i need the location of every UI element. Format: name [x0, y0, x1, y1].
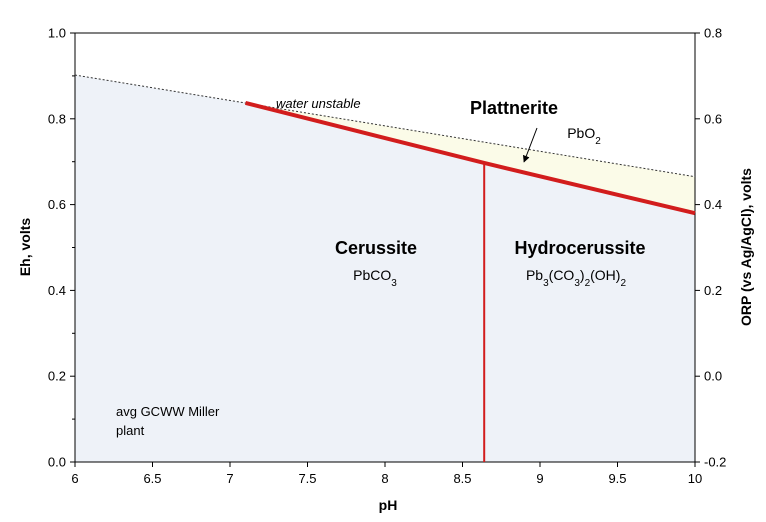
y-tick-label: 0.4 — [48, 283, 66, 298]
water-stability-line — [74, 74, 696, 178]
x-tick-label: 8 — [381, 471, 388, 486]
axis-ticks: 6 6.5 7 7.5 8 8.5 9 9.5 10 0.0 0.2 0.4 0.6 0.8 1.0 -0.2… — [48, 26, 726, 487]
y2-tick-label: 0.2 — [704, 283, 722, 298]
y-tick-label: 0.0 — [48, 455, 66, 470]
y2-tick-label: 0.8 — [704, 26, 722, 41]
hydrocerussite-label: Hydrocerussite — [514, 238, 645, 258]
y2-axis-title: ORP (vs Ag/AgCl), volts — [738, 168, 754, 326]
y-tick-label: 1.0 — [48, 26, 66, 41]
x-tick-label: 6.5 — [143, 471, 161, 486]
x-tick-label: 9 — [536, 471, 543, 486]
y2-tick-label: 0.0 — [704, 369, 722, 384]
x-tick-label: 10 — [688, 471, 702, 486]
hydrocerussite-formula: Pb3(CO3)2(OH)2 — [526, 267, 626, 289]
plattnerite-formula: PbO2 — [567, 125, 601, 147]
plant-label-line2: plant — [116, 423, 145, 438]
x-tick-label: 7 — [226, 471, 233, 486]
cerussite-label: Cerussite — [335, 238, 417, 258]
plattnerite-label: Plattnerite — [470, 98, 558, 118]
plant-label-line1: avg GCWW Miller — [116, 404, 220, 419]
x-axis-title: pH — [379, 497, 398, 513]
y2-tick-label: 0.6 — [704, 111, 722, 126]
y-axis-title: Eh, volts — [17, 218, 33, 277]
x-tick-label: 9.5 — [608, 471, 626, 486]
y2-tick-label: 0.4 — [704, 197, 722, 212]
x-tick-label: 8.5 — [453, 471, 471, 486]
x-tick-label: 7.5 — [298, 471, 316, 486]
y-tick-label: 0.6 — [48, 197, 66, 212]
y2-tick-label: -0.2 — [704, 455, 726, 470]
y-tick-label: 0.8 — [48, 111, 66, 126]
plattnerite-arrow — [522, 127, 538, 163]
cerussite-formula: PbCO3 — [353, 267, 397, 289]
water-unstable-label: water unstable — [276, 96, 361, 111]
x-tick-label: 6 — [71, 471, 78, 486]
y-tick-label: 0.2 — [48, 369, 66, 384]
